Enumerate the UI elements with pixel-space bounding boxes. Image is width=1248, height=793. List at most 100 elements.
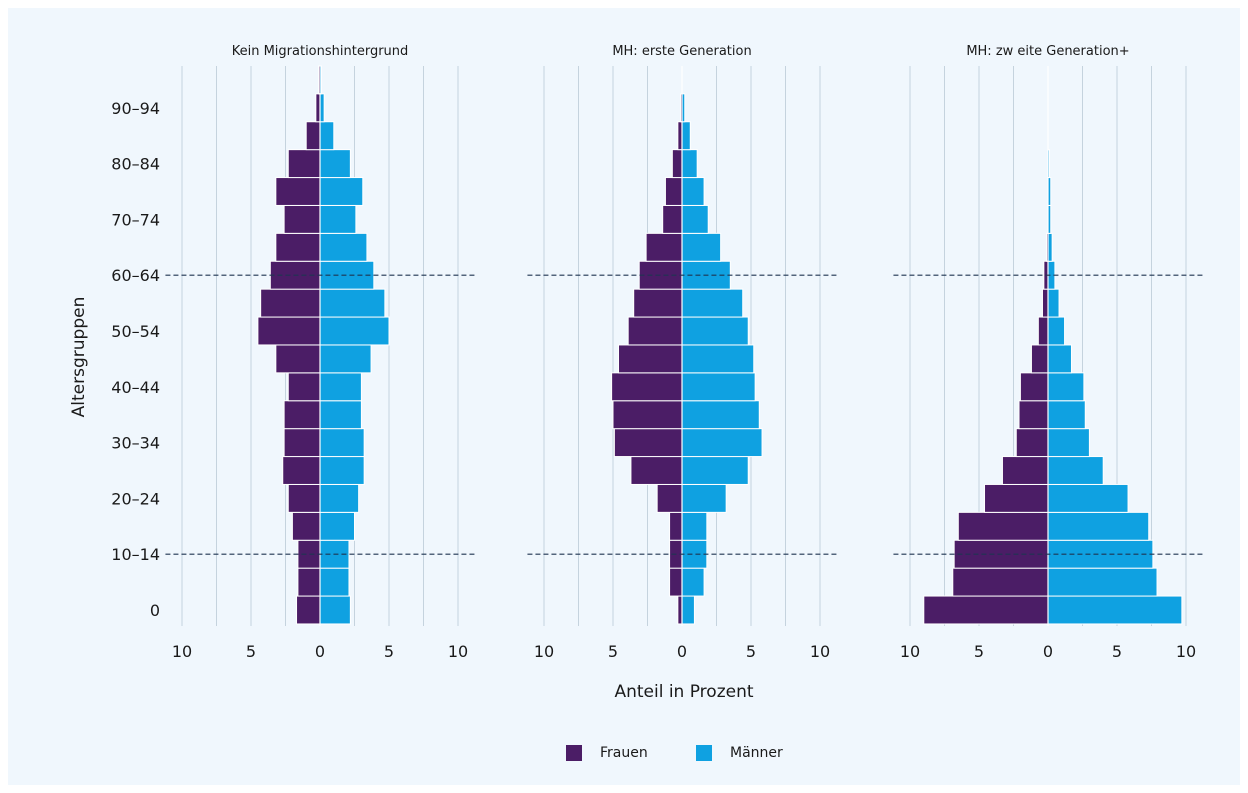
bar-maenner <box>681 595 695 625</box>
panel-3: MH: zw eite Generation+ 10 5 0 5 10 <box>893 44 1203 661</box>
bar-frauen <box>287 149 321 179</box>
bar-frauen <box>612 400 683 430</box>
bar-maenner <box>319 93 325 123</box>
bar-frauen <box>283 204 321 234</box>
bar-maenner <box>681 567 705 597</box>
bar-maenner <box>681 511 708 541</box>
x-tick-label: 5 <box>246 642 256 661</box>
bar-frauen <box>315 93 321 123</box>
x-tick-label: 10 <box>900 642 920 661</box>
bar-frauen <box>671 149 683 179</box>
bar-frauen <box>282 456 321 485</box>
bar-maenner <box>1047 372 1085 402</box>
bar-frauen <box>669 567 683 597</box>
x-tick-label: 0 <box>315 642 325 661</box>
legend-label-maenner: Männer <box>730 745 783 761</box>
bar-frauen <box>677 121 683 151</box>
bar-maenner <box>1047 456 1104 485</box>
bar-maenner <box>681 232 722 262</box>
x-tick-label: 5 <box>1112 642 1122 661</box>
bar-maenner <box>319 288 386 318</box>
bar-frauen <box>283 400 321 430</box>
bar-maenner <box>681 149 698 179</box>
y-tick-label: 80–84 <box>111 155 160 174</box>
bar-frauen <box>677 595 683 625</box>
bar-frauen <box>297 539 321 569</box>
x-tick-label: 0 <box>1043 642 1053 661</box>
y-tick-label: 60–64 <box>111 266 160 285</box>
bar-maenner <box>1047 511 1150 541</box>
bar-maenner <box>319 400 362 430</box>
x-tick-label: 10 <box>1176 642 1196 661</box>
bar-maenner <box>319 344 372 374</box>
bar-maenner <box>319 428 365 458</box>
bar-frauen <box>287 372 321 402</box>
x-tick-label: 10 <box>534 642 554 661</box>
bar-frauen <box>287 483 321 513</box>
bar-frauen <box>627 316 683 346</box>
bar-frauen <box>618 344 683 374</box>
bar-frauen <box>257 316 321 346</box>
bar-maenner <box>681 344 755 374</box>
bar-maenner <box>319 483 360 513</box>
bar-maenner <box>319 204 357 234</box>
bar-frauen <box>1019 372 1049 402</box>
y-tick-label: 0 <box>150 601 160 620</box>
bar-frauen <box>297 567 321 597</box>
legend-item-maenner: Männer <box>696 745 783 761</box>
panel-title: MH: erste Generation <box>612 44 751 59</box>
bar-frauen <box>1001 456 1049 485</box>
legend-item-frauen: Frauen <box>566 745 648 761</box>
bar-frauen <box>1015 428 1049 458</box>
y-tick-label: 70–74 <box>111 210 160 229</box>
bar-maenner <box>1047 595 1183 625</box>
bar-frauen <box>296 595 321 625</box>
bar-maenner <box>319 232 368 262</box>
x-tick-label: 5 <box>608 642 618 661</box>
bar-maenner <box>681 288 744 318</box>
bar-maenner <box>1047 344 1072 374</box>
bar-maenner <box>681 121 691 151</box>
bar-frauen <box>1018 400 1049 430</box>
bar-maenner <box>681 400 760 430</box>
x-tick-label: 0 <box>677 642 687 661</box>
bar-maenner <box>681 539 708 569</box>
bar-frauen <box>275 177 321 206</box>
bar-maenner <box>1047 567 1158 597</box>
y-tick-label: 20–24 <box>111 489 160 508</box>
legend: Frauen Männer <box>0 745 1248 767</box>
bar-frauen <box>291 511 321 541</box>
bar-frauen <box>283 428 321 458</box>
bar-frauen <box>923 595 1049 625</box>
bar-frauen <box>656 483 683 513</box>
y-tick-label: 50–54 <box>111 322 160 341</box>
bar-frauen <box>1041 288 1049 318</box>
population-pyramid-chart: Altersgruppen Anteil in Prozent 0 10–14 20… <box>69 44 1203 702</box>
bar-frauen <box>957 511 1049 541</box>
bar-maenner <box>319 316 390 346</box>
bar-maenner <box>681 483 727 513</box>
x-tick-label: 10 <box>448 642 468 661</box>
bar-frauen <box>260 288 321 318</box>
x-tick-label: 10 <box>172 642 192 661</box>
bar-maenner <box>681 372 756 402</box>
bar-maenner <box>319 121 335 151</box>
bar-maenner <box>681 204 709 234</box>
bar-frauen <box>633 288 683 318</box>
panel-title: MH: zw eite Generation+ <box>966 44 1129 59</box>
bar-maenner <box>319 511 355 541</box>
y-tick-label: 10–14 <box>111 545 160 564</box>
x-axis-title: Anteil in Prozent <box>614 682 753 702</box>
bar-frauen <box>305 121 321 151</box>
y-axis-title: Altersgruppen <box>69 297 89 418</box>
bar-frauen <box>275 232 321 262</box>
panel-title: Kein Migrationshintergrund <box>232 44 409 59</box>
bar-frauen <box>611 372 683 402</box>
x-tick-label: 5 <box>746 642 756 661</box>
bar-frauen <box>1037 316 1049 346</box>
bar-frauen <box>613 428 683 458</box>
bar-frauen <box>669 511 683 541</box>
bar-maenner <box>319 567 350 597</box>
y-tick-label: 40–44 <box>111 378 160 397</box>
panel-1: Kein Migrationshintergrund 10 5 0 5 10 <box>165 44 475 661</box>
